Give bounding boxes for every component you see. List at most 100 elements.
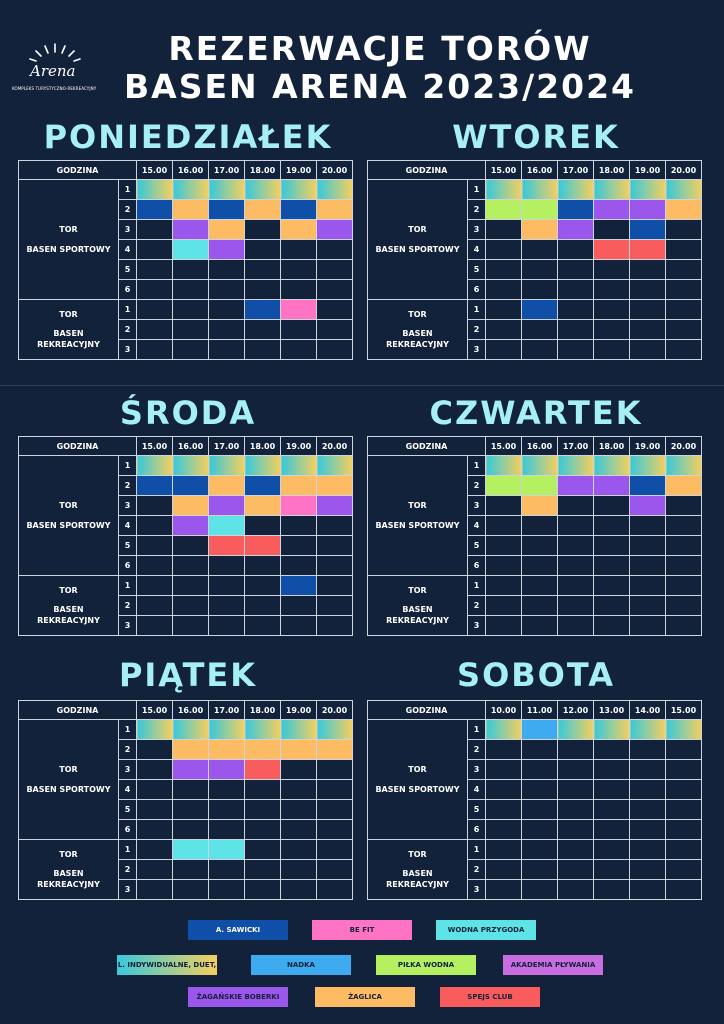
- pool-name: BASEN REKREACYJNY: [19, 328, 118, 350]
- reservation-cell: [136, 475, 174, 496]
- empty-cell: [629, 839, 667, 860]
- lane-row: 2: [19, 319, 354, 340]
- empty-cell: [629, 879, 667, 900]
- empty-cell: [629, 799, 667, 820]
- day-schedule-table: GODZINA 15.00 16.00 17.00 18.00 19.00 20.00 TOR…: [366, 160, 703, 360]
- lane-row: 2: [368, 739, 703, 760]
- lane-row: 3: [19, 495, 354, 516]
- page-subtitle: BASEN ARENA 2023/2024: [124, 67, 636, 106]
- empty-cell: [521, 555, 559, 576]
- empty-cell: [280, 839, 318, 860]
- empty-cell: [521, 515, 559, 536]
- tor-label: TOR: [59, 850, 78, 859]
- sport-pool-label: TOR BASEN SPORTOWY: [18, 719, 119, 840]
- lane-number: 2: [117, 475, 138, 496]
- empty-cell: [172, 879, 210, 900]
- empty-cell: [244, 819, 282, 840]
- reservation-cell: [521, 219, 559, 240]
- empty-cell: [629, 555, 667, 576]
- tor-label: TOR: [59, 500, 78, 510]
- empty-cell: [593, 879, 631, 900]
- empty-cell: [136, 239, 174, 260]
- empty-cell: [629, 515, 667, 536]
- lane-number: 5: [117, 259, 138, 280]
- empty-cell: [244, 779, 282, 800]
- empty-cell: [521, 339, 559, 360]
- reservation-cell: [172, 199, 210, 220]
- empty-cell: [665, 239, 703, 260]
- empty-cell: [557, 319, 595, 340]
- hour-header: 15.00: [136, 700, 174, 720]
- empty-cell: [665, 759, 703, 780]
- empty-cell: [557, 799, 595, 820]
- sport-pool-label: TOR BASEN SPORTOWY: [367, 179, 468, 300]
- lane-number: 2: [466, 739, 487, 760]
- empty-cell: [593, 299, 631, 320]
- reservation-cell: [485, 475, 523, 496]
- lane-row: TOR BASEN SPORTOWY 1: [18, 179, 354, 300]
- rec-pool-label: TOR BASEN REKREACYJNY: [18, 299, 119, 360]
- reservation-cell: [208, 475, 246, 496]
- lane-row: 2: [19, 199, 354, 220]
- empty-cell: [136, 575, 174, 596]
- empty-cell: [136, 259, 174, 280]
- hour-header: 20.00: [316, 160, 354, 180]
- empty-cell: [316, 879, 354, 900]
- empty-cell: [665, 575, 703, 596]
- reservation-cell: [280, 739, 318, 760]
- reservation-cell: [557, 475, 595, 496]
- empty-cell: [244, 219, 282, 240]
- reservation-cell: [280, 219, 318, 240]
- reservation-cell: [316, 199, 354, 220]
- lane-row: 3: [19, 219, 354, 240]
- lane-number: 1: [117, 299, 138, 320]
- lane-number: 2: [117, 199, 138, 220]
- reservation-cell: [244, 535, 282, 556]
- reservation-cell: [629, 239, 667, 260]
- reservation-cell: [485, 455, 523, 476]
- reservation-cell: [244, 179, 282, 200]
- empty-cell: [629, 279, 667, 300]
- lane-row: TOR BASEN REKREACYJNY 1: [367, 575, 703, 636]
- hour-header: 10.00: [485, 700, 523, 720]
- empty-cell: [172, 615, 210, 636]
- empty-cell: [485, 259, 523, 280]
- lane-row: 4: [19, 515, 354, 536]
- empty-cell: [593, 339, 631, 360]
- hour-column-header: GODZINA: [17, 160, 138, 180]
- reservation-cell: [208, 759, 246, 780]
- empty-cell: [316, 555, 354, 576]
- empty-cell: [208, 779, 246, 800]
- empty-cell: [485, 219, 523, 240]
- empty-cell: [485, 339, 523, 360]
- reservation-cell: [593, 719, 631, 740]
- reservation-cell: [208, 839, 246, 860]
- empty-cell: [244, 799, 282, 820]
- legend-item: A. SAWICKI: [188, 920, 288, 940]
- empty-cell: [557, 339, 595, 360]
- empty-cell: [593, 515, 631, 536]
- lane-number: 2: [117, 739, 138, 760]
- reservation-cell: [280, 455, 318, 476]
- lane-row: 5: [19, 259, 354, 280]
- empty-cell: [485, 535, 523, 556]
- empty-cell: [136, 799, 174, 820]
- empty-cell: [665, 859, 703, 880]
- section-divider: [0, 385, 724, 386]
- hour-header: 19.00: [280, 436, 318, 456]
- reservation-cell: [172, 179, 210, 200]
- empty-cell: [521, 535, 559, 556]
- tor-label: TOR: [408, 224, 427, 234]
- reservation-cell: [172, 839, 210, 860]
- lane-number: 5: [466, 799, 487, 820]
- empty-cell: [665, 555, 703, 576]
- empty-cell: [136, 819, 174, 840]
- hour-header: 15.00: [136, 160, 174, 180]
- empty-cell: [521, 819, 559, 840]
- empty-cell: [593, 279, 631, 300]
- empty-cell: [593, 319, 631, 340]
- reservation-cell: [208, 239, 246, 260]
- reservation-cell: [557, 199, 595, 220]
- empty-cell: [593, 779, 631, 800]
- tor-label: TOR: [408, 764, 427, 774]
